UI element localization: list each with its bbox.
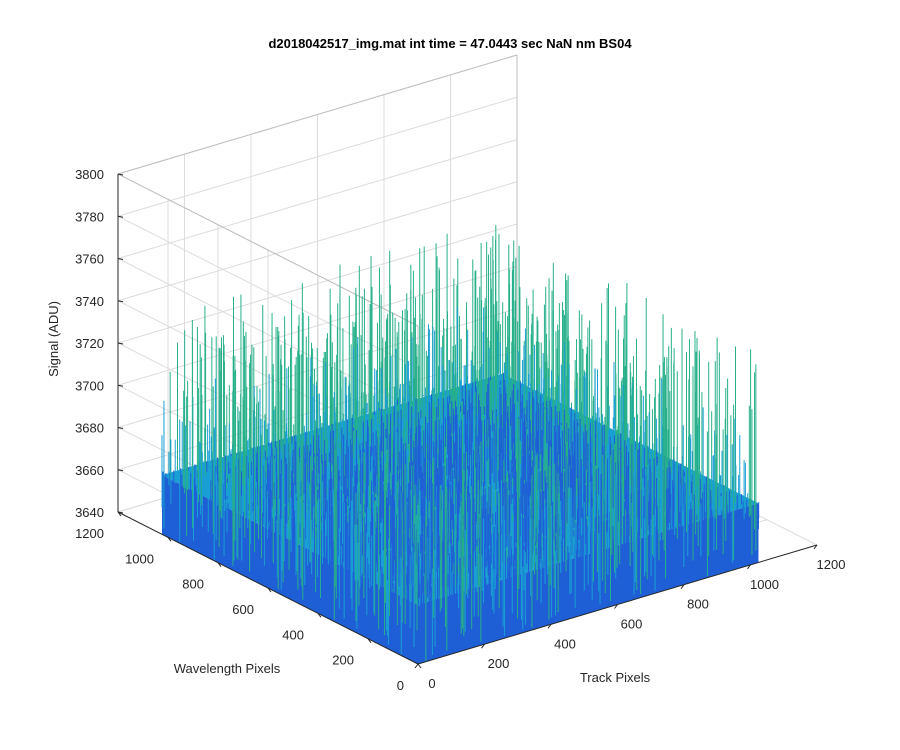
- x-tick-label: 1000: [750, 577, 779, 592]
- y-axis-label: Wavelength Pixels: [174, 661, 281, 676]
- z-tick-label: 3760: [75, 252, 104, 267]
- grid-line: [117, 258, 419, 411]
- x-tick-mark: [547, 624, 552, 629]
- x-tick-label: 600: [621, 617, 643, 632]
- x-tick-mark: [481, 643, 485, 649]
- x-tick-label: 1200: [817, 557, 846, 572]
- grid-line: [117, 223, 518, 344]
- z-tick-label: 3640: [75, 505, 104, 520]
- y-tick-label: 800: [182, 577, 204, 592]
- z-tick-label: 3780: [75, 209, 104, 224]
- z-tick-mark: [117, 342, 124, 345]
- y-tick-label: 400: [282, 627, 304, 642]
- z-tick-mark: [117, 427, 124, 429]
- y-tick-mark: [317, 613, 322, 618]
- z-tick-label: 3660: [75, 463, 104, 478]
- y-tick-label: 1200: [75, 526, 104, 541]
- z-tick-mark: [117, 215, 124, 218]
- tick-labels: 0 200 400 600 800 1000 1200 0 200 400 600 800 1000 12…: [75, 167, 845, 693]
- x-tick-mark: [813, 544, 818, 550]
- x-tick-label: 800: [687, 597, 709, 612]
- z-tick-mark: [117, 384, 124, 387]
- y-tick-mark: [117, 511, 122, 517]
- z-tick-label: 3680: [75, 421, 104, 436]
- box-edge: [117, 54, 518, 175]
- z-tick-mark: [117, 258, 124, 260]
- x-axis-label: Track Pixels: [580, 670, 651, 685]
- x-tick-label: 0: [428, 676, 435, 691]
- chart-title: d2018042517_img.mat int time = 47.0443 s…: [268, 36, 632, 51]
- y-tick-mark: [267, 587, 272, 593]
- x-tick-label: 200: [488, 656, 510, 671]
- x-tick-mark: [680, 584, 685, 589]
- y-tick-mark: [417, 663, 422, 669]
- grid-line: [117, 96, 518, 217]
- z-tick-label: 3720: [75, 336, 104, 351]
- y-tick-label: 600: [232, 602, 254, 617]
- z-tick-mark: [117, 173, 124, 176]
- y-tick-label: 1000: [125, 551, 154, 566]
- y-tick-label: 200: [332, 653, 354, 668]
- surface-plot: [161, 225, 760, 664]
- y-tick-mark: [167, 537, 172, 542]
- grid-line: [117, 215, 419, 369]
- y-tick-mark: [367, 638, 372, 643]
- y-tick-label: 0: [397, 678, 404, 693]
- x-tick-mark: [747, 564, 751, 570]
- axes: [117, 173, 818, 669]
- box-edge: [117, 173, 419, 327]
- z-axis-label: Signal (ADU): [46, 301, 61, 377]
- x-tick-mark: [414, 663, 419, 669]
- z-tick-mark: [117, 469, 124, 472]
- z-tick-label: 3740: [75, 294, 104, 309]
- grid-line: [117, 139, 518, 259]
- y-tick-mark: [217, 562, 222, 567]
- z-tick-mark: [117, 511, 124, 514]
- x-tick-label: 400: [554, 636, 576, 651]
- z-tick-mark: [117, 300, 124, 303]
- grid-line: [117, 181, 518, 302]
- x-tick-mark: [614, 604, 618, 609]
- z-tick-label: 3700: [75, 378, 104, 393]
- z-tick-label: 3800: [75, 167, 104, 182]
